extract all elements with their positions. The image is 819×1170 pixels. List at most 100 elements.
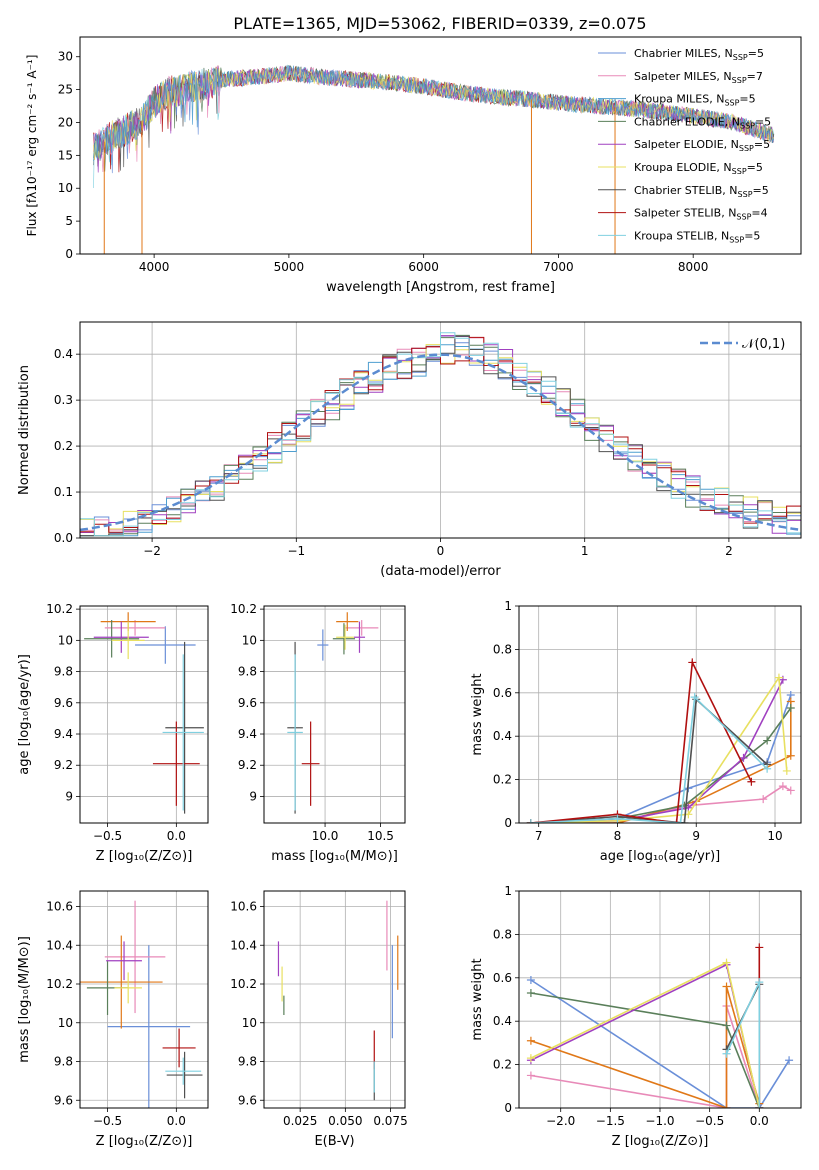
y-tick-label: 5 [65, 214, 73, 228]
y-tick-label: 0.0 [54, 531, 73, 545]
y-tick-label: 0.2 [54, 439, 73, 453]
legend-label: Chabrier MILES, NSSP=5 [634, 47, 764, 62]
series-marker [676, 819, 685, 823]
errorbar-point [162, 654, 204, 811]
figure-title: PLATE=1365, MJD=53062, FIBERID=0339, z=0… [233, 14, 646, 33]
series-marker [786, 786, 795, 795]
axes-frame [79, 321, 802, 539]
series-marker [722, 1104, 731, 1108]
axes-frame [518, 890, 802, 1109]
x-tick-label: 10.5 [367, 829, 394, 843]
x-tick-label: 7000 [543, 260, 574, 274]
y-tick-label: 10 [242, 633, 257, 647]
series-marker [778, 782, 787, 791]
series-marker [755, 943, 764, 952]
y-tick-label: 9.6 [238, 1093, 257, 1107]
series-marker [526, 819, 535, 823]
x-tick-label: 0.075 [373, 1114, 407, 1128]
x-axis-label: age [log₁₀(age/yr)] [600, 849, 721, 864]
panel-mass-weight-vs-age: 7 8 9 10 0 0.2 0.4 0.6 0.8 1 age [log₁₀(age/yr)] ma… [470, 599, 802, 864]
panel-residuals: −2 −1 0 1 2 0.0 0.1 0.2 0.3 0.4 (data-model)/error… [17, 321, 802, 579]
y-axis-label: age [log₁₀(age/yr)] [17, 654, 32, 775]
errorbar-point [152, 721, 200, 806]
legend-label: Chabrier STELIB, NSSP=5 [634, 184, 769, 199]
errorbar-point [336, 612, 359, 631]
errorbar-point [135, 626, 196, 664]
y-tick-label: 0.1 [54, 485, 73, 499]
panel-age-vs-z: −0.5 0.0 9 9.2 9.4 9.6 9.8 10 10.2 Z [log₁₀(Z/Z⊙)… [17, 602, 209, 864]
legend-sub: SSP [729, 235, 744, 244]
legend-suffix: =5 [739, 93, 755, 106]
axes-frame [79, 890, 209, 1109]
y-tick-label: 9.6 [238, 696, 257, 710]
y-tick-label: 10 [58, 181, 73, 195]
errorbar-point [93, 621, 149, 653]
y-tick-label: 9.4 [238, 727, 257, 741]
panel-mass-weight-vs-z: −2.0 −1.5 −1.0 −0.5 0.0 0 0.2 0.4 0.6 0.8 1 Z [log₁… [470, 884, 802, 1149]
legend-label: Kroupa STELIB, NSSP=5 [634, 229, 760, 244]
legend-sub: SSP [724, 99, 739, 108]
legend-label: 𝒩(0,1) [742, 337, 785, 352]
y-tick-label: 1 [504, 884, 512, 898]
x-tick-label: 2 [725, 544, 733, 558]
x-tick-label: 0.0 [167, 829, 186, 843]
legend-suffix: =5 [748, 47, 764, 60]
y-tick-label: 9 [249, 789, 257, 803]
y-axis-label: mass weight [470, 673, 485, 755]
plot-area-mass-weight-vs-age [526, 658, 795, 823]
x-tick-label: −1.0 [645, 1114, 674, 1128]
errorbar-point [104, 620, 166, 636]
y-tick-label: 20 [58, 115, 73, 129]
legend-text: Chabrier ELODIE, N [634, 115, 740, 128]
axes-frame [79, 605, 209, 824]
legend-label: Salpeter ELODIE, NSSP=5 [634, 138, 770, 153]
y-tick-label: 10.2 [46, 602, 73, 616]
errorbar-point [345, 620, 379, 636]
series-line [530, 961, 761, 1108]
series-marker [747, 777, 756, 786]
errorbar-point [336, 624, 354, 650]
errorbar-point [165, 641, 204, 814]
legend-text: Kroupa STELIB, N [634, 229, 729, 242]
series-marker [526, 1054, 535, 1063]
x-tick-label: 0.050 [328, 1114, 362, 1128]
legend-sub: SSP [739, 144, 754, 153]
legend-label: Kroupa ELODIE, NSSP=5 [634, 161, 763, 176]
x-tick-label: −0.5 [93, 829, 122, 843]
legend-sub: SSP [738, 190, 753, 199]
series-marker [690, 693, 699, 702]
errorbar-point [80, 935, 163, 1029]
x-axis-label: E(B-V) [314, 1134, 354, 1149]
y-tick-label: 9.8 [54, 665, 73, 679]
axes-frame [518, 605, 802, 824]
series-marker [786, 751, 795, 760]
y-tick-label: 10.4 [46, 938, 73, 952]
legend-text: Salpeter ELODIE, N [634, 138, 739, 151]
histogram-step [80, 332, 801, 537]
x-tick-label: −1.5 [596, 1114, 625, 1128]
y-tick-label: 9.2 [54, 758, 73, 772]
series-line [530, 992, 761, 1108]
series-marker [774, 673, 783, 682]
series-marker [786, 703, 795, 712]
plot-area-mass-weight-vs-z [526, 943, 794, 1108]
series-line [530, 785, 792, 823]
y-tick-label: 10.2 [230, 977, 257, 991]
axes-frame [79, 36, 802, 255]
y-tick-label: 10.4 [230, 938, 257, 952]
legend-suffix: =5 [755, 115, 771, 128]
series-marker [613, 814, 622, 823]
y-tick-label: 30 [58, 50, 73, 64]
plot-area-mass-vs-z [80, 900, 203, 1108]
errorbar-point [301, 721, 320, 806]
plot-area-age-vs-mass [287, 612, 379, 814]
series-marker [688, 658, 697, 667]
x-axis-label: mass [log₁₀(M/M⊙)] [271, 849, 398, 864]
y-tick-label: 0.6 [493, 971, 512, 985]
series-marker [680, 819, 689, 823]
legend-suffix: =5 [747, 161, 763, 174]
series-marker [755, 978, 764, 987]
legend-text: Chabrier MILES, N [634, 47, 733, 60]
y-tick-label: 10 [58, 1016, 73, 1030]
